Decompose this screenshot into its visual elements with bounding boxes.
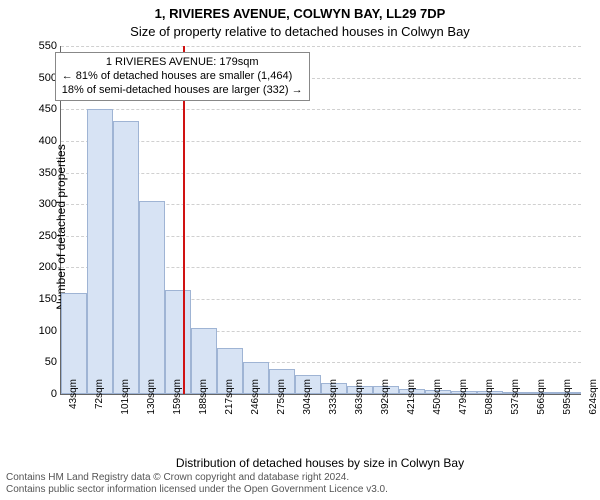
x-tick: 392sqm: [380, 379, 391, 439]
x-tick: 188sqm: [198, 379, 209, 439]
x-tick: 450sqm: [432, 379, 443, 439]
gridline: [61, 141, 581, 142]
histogram-bar: [139, 201, 165, 394]
x-tick: 566sqm: [536, 379, 547, 439]
gridline: [61, 46, 581, 47]
x-tick: 508sqm: [484, 379, 495, 439]
x-tick: 479sqm: [458, 379, 469, 439]
plot-area: Number of detached properties 0501001502…: [60, 46, 581, 395]
x-tick: 624sqm: [588, 379, 599, 439]
x-tick: 159sqm: [172, 379, 183, 439]
y-tick: 550: [25, 40, 57, 52]
footer-line2: Contains public sector information licen…: [6, 484, 388, 496]
x-tick: 333sqm: [328, 379, 339, 439]
y-tick: 300: [25, 198, 57, 210]
y-tick: 200: [25, 261, 57, 273]
x-tick: 275sqm: [276, 379, 287, 439]
x-tick: 537sqm: [510, 379, 521, 439]
annotation-box: 1 RIVIERES AVENUE: 179sqm← 81% of detach…: [55, 52, 310, 101]
x-tick: 43sqm: [68, 379, 79, 439]
title-address: 1, RIVIERES AVENUE, COLWYN BAY, LL29 7DP: [0, 6, 600, 21]
annotation-smaller: ← 81% of detached houses are smaller (1,…: [62, 70, 303, 84]
title-caption: Size of property relative to detached ho…: [0, 24, 600, 39]
x-tick: 304sqm: [302, 379, 313, 439]
gridline: [61, 173, 581, 174]
histogram-bar: [87, 109, 113, 394]
y-tick: 500: [25, 72, 57, 84]
x-tick: 246sqm: [250, 379, 261, 439]
gridline: [61, 109, 581, 110]
x-tick: 421sqm: [406, 379, 417, 439]
x-tick: 363sqm: [354, 379, 365, 439]
histogram-bar: [113, 121, 139, 394]
x-tick: 130sqm: [146, 379, 157, 439]
x-tick: 72sqm: [94, 379, 105, 439]
y-tick: 450: [25, 103, 57, 115]
property-size-chart: 1, RIVIERES AVENUE, COLWYN BAY, LL29 7DP…: [0, 0, 600, 500]
y-tick: 250: [25, 230, 57, 242]
y-tick: 350: [25, 167, 57, 179]
footer-line1: Contains HM Land Registry data © Crown c…: [6, 472, 388, 484]
footer-credits: Contains HM Land Registry data © Crown c…: [6, 472, 388, 496]
y-tick: 150: [25, 293, 57, 305]
y-tick: 50: [25, 356, 57, 368]
y-tick: 0: [25, 388, 57, 400]
y-tick: 400: [25, 135, 57, 147]
annotation-title: 1 RIVIERES AVENUE: 179sqm: [62, 56, 303, 70]
x-tick: 217sqm: [224, 379, 235, 439]
x-tick: 595sqm: [562, 379, 573, 439]
x-tick: 101sqm: [120, 379, 131, 439]
y-tick: 100: [25, 325, 57, 337]
annotation-larger: 18% of semi-detached houses are larger (…: [62, 84, 303, 98]
x-axis-label: Distribution of detached houses by size …: [60, 456, 580, 470]
